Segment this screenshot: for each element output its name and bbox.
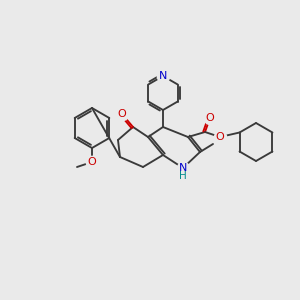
Text: O: O: [118, 109, 126, 119]
Text: H: H: [179, 171, 187, 181]
Text: O: O: [88, 157, 96, 167]
Text: O: O: [216, 132, 224, 142]
Text: O: O: [206, 113, 214, 123]
Text: N: N: [159, 71, 167, 81]
Text: N: N: [179, 163, 187, 173]
